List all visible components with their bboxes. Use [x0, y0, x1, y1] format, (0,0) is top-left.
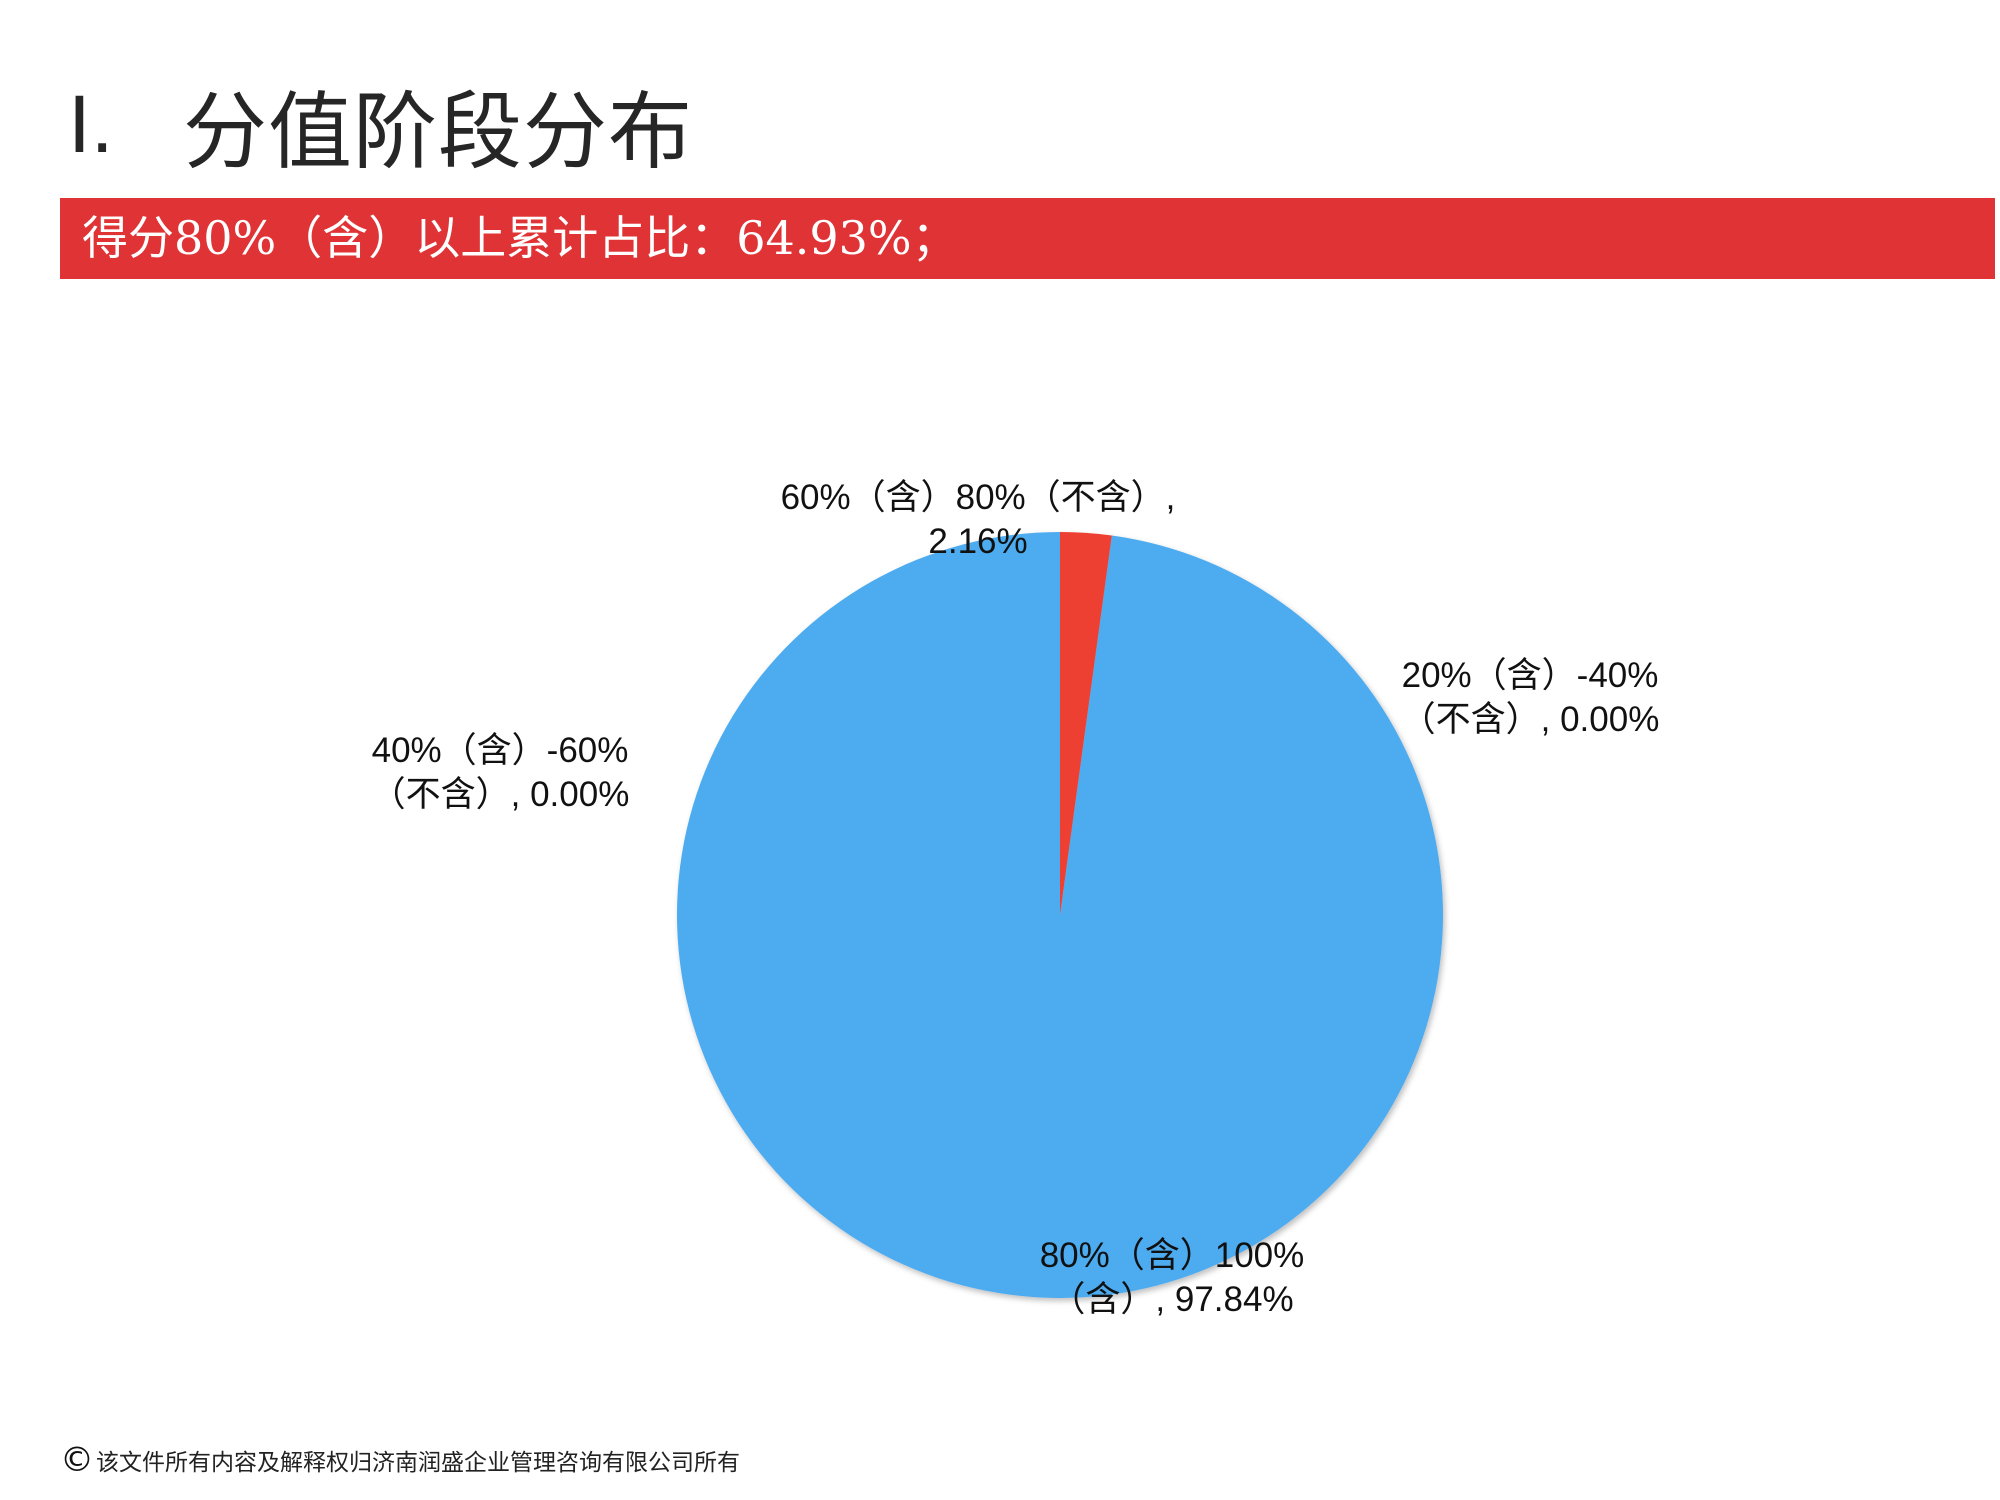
- slice-data-label: 60%（含）80%（不含）, 2.16%: [781, 478, 1176, 561]
- summary-banner: 得分80%（含）以上累计占比：64.93%；: [60, 198, 1995, 279]
- slice-data-label: 80%（含）100% （含）, 97.84%: [1040, 1236, 1305, 1319]
- slice-data-label-line: （不含）, 0.00%: [371, 775, 630, 814]
- slice-data-label-line: 20%（含）-40%: [1402, 656, 1659, 695]
- slice-data-label: 40%（含）-60% （不含）, 0.00%: [371, 731, 630, 814]
- slice-data-label-line: （不含）, 0.00%: [1401, 700, 1660, 739]
- footer-text: 该文件所有内容及解释权归济南润盛企业管理咨询有限公司所有: [96, 1450, 740, 1476]
- slice-data-label-line: （含）, 97.84%: [1050, 1280, 1293, 1319]
- footer-copyright: © 该文件所有内容及解释权归济南润盛企业管理咨询有限公司所有: [60, 1440, 740, 1480]
- slice-data-label-line: 80%（含）100%: [1040, 1236, 1305, 1275]
- page-title: 分值阶段分布: [183, 82, 694, 181]
- slice-data-label: 20%（含）-40% （不含）, 0.00%: [1401, 656, 1660, 739]
- slice-data-label-line: 60%（含）80%（不含）,: [781, 478, 1176, 517]
- summary-banner-text: 得分80%（含）以上累计占比：64.93%；: [82, 211, 958, 265]
- pie-slice: [676, 532, 1443, 1299]
- page-header: I. 分值阶段分布: [68, 60, 693, 190]
- slice-data-label-line: 2.16%: [928, 522, 1027, 561]
- copyright-icon: ©: [60, 1440, 94, 1480]
- pie-slice: [1060, 532, 1112, 915]
- section-number: I.: [68, 79, 114, 170]
- slice-data-label-line: 40%（含）-60%: [372, 731, 629, 770]
